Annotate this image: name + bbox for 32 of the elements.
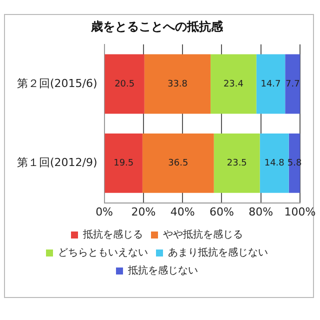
x-tick-label: 60% xyxy=(209,205,234,218)
legend-label: やや抵抗を感じる xyxy=(163,228,243,241)
y-tick-label: 第１回(2012/9) xyxy=(16,156,98,170)
x-tick-label: 20% xyxy=(131,205,156,218)
bar xyxy=(285,54,300,114)
bar xyxy=(144,54,211,114)
y-tick-label: 第２回(2015/6) xyxy=(16,76,98,90)
data-label: 7.7 xyxy=(285,79,300,90)
legend-label: どちらともいえない xyxy=(58,248,148,259)
data-label: 14.8 xyxy=(264,158,285,169)
bar xyxy=(210,54,256,114)
x-tick-label: 100% xyxy=(284,205,316,218)
legend-label: あまり抵抗を感じない xyxy=(168,246,268,259)
bar xyxy=(142,134,214,193)
bar xyxy=(104,134,142,193)
data-label: 14.7 xyxy=(260,79,281,90)
x-tick-label: 80% xyxy=(248,205,274,218)
bar xyxy=(260,134,289,193)
data-label: 23.4 xyxy=(223,79,244,90)
chart-title: 歳をとることへの抵抗感 xyxy=(90,19,224,34)
data-label: 33.8 xyxy=(167,79,188,90)
data-label: 19.5 xyxy=(114,158,134,169)
data-label: 20.5 xyxy=(114,79,135,90)
bar xyxy=(104,54,144,114)
bar xyxy=(256,54,286,114)
data-label: 36.5 xyxy=(168,158,188,169)
legend-label: 抵抗を感じる xyxy=(82,228,143,241)
data-label: 23.5 xyxy=(226,158,247,169)
legend-label: 抵抗を感じない xyxy=(127,264,198,277)
x-tick-label: 0% xyxy=(96,205,114,218)
bar xyxy=(214,134,260,193)
x-tick-label: 40% xyxy=(170,205,195,218)
